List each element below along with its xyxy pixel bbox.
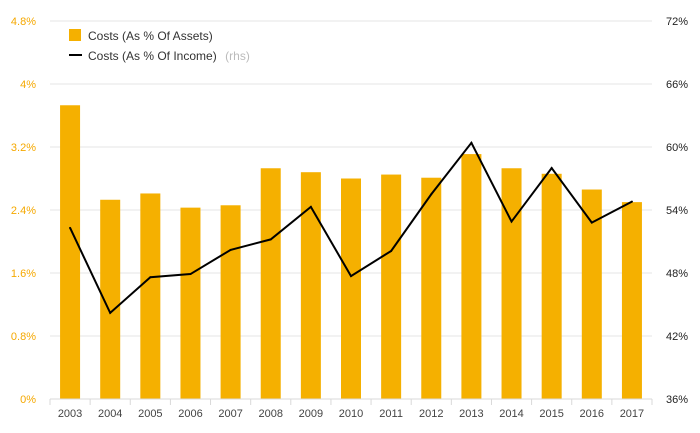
bar (581, 189, 602, 399)
line-point (390, 249, 393, 252)
bar (461, 154, 482, 399)
legend-label-assets: Costs (As % Of Assets) (88, 29, 213, 43)
x-tick-label: 2011 (379, 408, 403, 420)
line-point (470, 141, 473, 144)
bar (421, 177, 442, 399)
right-tick-label: 66% (666, 79, 688, 91)
line-point (109, 311, 112, 314)
bar (501, 168, 522, 399)
bar (100, 199, 121, 399)
bar-series (60, 105, 642, 399)
left-tick-label: 0% (20, 394, 36, 406)
x-tick-label: 2015 (539, 408, 563, 420)
line-series (69, 140, 633, 315)
line-point (309, 205, 312, 208)
bar (180, 207, 201, 399)
bar (621, 202, 642, 399)
line-point (229, 248, 232, 251)
legend-label-income: Costs (As % Of Income) (88, 49, 217, 63)
bar (140, 193, 161, 399)
bar (60, 105, 81, 399)
x-tick-label: 2005 (138, 408, 162, 420)
left-tick-label: 2.4% (11, 205, 36, 217)
line-point (590, 221, 593, 224)
line-point (149, 276, 152, 279)
x-tick-label: 2007 (218, 408, 242, 420)
left-tick-label: 0.8% (11, 331, 36, 343)
bar (220, 205, 241, 399)
x-tick-label: 2009 (299, 408, 323, 420)
bar (381, 174, 402, 399)
right-tick-label: 72% (666, 16, 688, 28)
right-tick-label: 42% (666, 331, 688, 343)
line-point (510, 220, 513, 223)
legend-label-income-group: Costs (As % Of Income) (rhs) (88, 47, 250, 64)
x-tick-label: 2004 (98, 408, 122, 420)
x-tick-label: 2014 (499, 408, 523, 420)
x-tick-label: 2017 (620, 408, 644, 420)
right-tick-label: 54% (666, 205, 688, 217)
bar (260, 168, 281, 399)
x-tick-label: 2012 (419, 408, 443, 420)
bar (341, 178, 361, 399)
bar (300, 172, 321, 399)
bar (541, 173, 562, 399)
x-tick-label: 2006 (178, 408, 202, 420)
line-point (550, 167, 553, 169)
left-tick-label: 1.6% (11, 268, 36, 280)
right-tick-label: 60% (666, 142, 688, 154)
x-tick-label: 2003 (58, 408, 82, 420)
left-tick-label: 4.8% (11, 16, 36, 28)
line-point (69, 226, 72, 229)
right-axis: 36% 42% 48% 54% 60% 66% 72% (666, 16, 688, 406)
left-axis: 0% 0.8% 1.6% 2.4% 3.2% 4% 4.8% (11, 16, 36, 406)
x-tick-label: 2010 (339, 408, 363, 420)
x-tick-label: 2016 (580, 408, 604, 420)
right-tick-label: 48% (666, 268, 688, 280)
legend-swatch-assets (69, 29, 81, 41)
right-tick-label: 36% (666, 394, 688, 406)
left-tick-label: 4% (20, 79, 36, 91)
line-point (630, 200, 633, 203)
x-tick-label: 2013 (459, 408, 483, 420)
x-axis: 2003 2004 2005 2006 2007 2008 2009 2010 2011 2012… (49, 398, 653, 420)
line-point (189, 273, 192, 276)
legend: Costs (As % Of Assets) Costs (As % Of In… (69, 29, 250, 64)
line-point (269, 238, 272, 241)
line-point (430, 193, 433, 196)
left-tick-label: 3.2% (11, 142, 36, 154)
x-tick-label: 2008 (258, 408, 282, 420)
legend-note-rhs: (rhs) (225, 49, 250, 63)
line-point (350, 275, 352, 278)
